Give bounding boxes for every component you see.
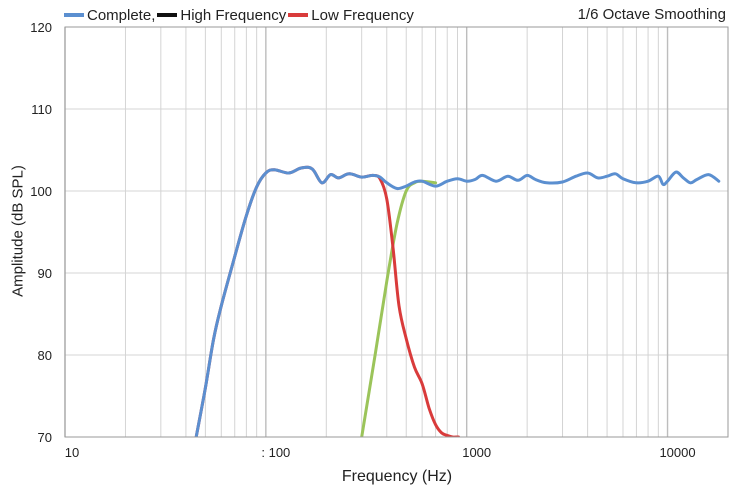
legend: Complete, High Frequency Low Frequency: [62, 5, 414, 25]
y-tick-label: 120: [30, 20, 52, 35]
x-tick-labels: 10 : 100 1000 10000: [65, 445, 696, 460]
legend-item-complete: Complete,: [62, 7, 155, 24]
legend-label-complete: Complete,: [87, 7, 155, 24]
x-tick-label: : 100: [261, 445, 290, 460]
series-line-low-frequency: [196, 167, 458, 437]
legend-swatch-high-frequency: [157, 13, 177, 17]
x-tick-label: 10: [65, 445, 79, 460]
y-axis-label: Amplitude (dB SPL): [10, 165, 27, 297]
y-tick-label: 90: [38, 266, 52, 281]
x-tick-label: 1000: [462, 445, 491, 460]
y-tick-label: 110: [31, 102, 52, 117]
legend-item-high-frequency: High Frequency: [155, 7, 286, 24]
y-tick-label: 80: [38, 348, 52, 363]
y-tick-label: 100: [30, 184, 52, 199]
x-tick-label: 10000: [659, 445, 695, 460]
y-tick-labels: 70 80 90 100 110 120: [30, 20, 52, 445]
legend-swatch-complete: [64, 13, 84, 17]
legend-label-low-frequency: Low Frequency: [311, 7, 414, 24]
legend-item-low-frequency: Low Frequency: [286, 7, 414, 24]
legend-label-high-frequency: High Frequency: [180, 7, 286, 24]
x-axis-label: Frequency (Hz): [342, 468, 452, 486]
smoothing-annotation: 1/6 Octave Smoothing: [578, 5, 726, 25]
legend-swatch-low-frequency: [288, 13, 308, 17]
y-tick-label: 70: [38, 430, 52, 445]
